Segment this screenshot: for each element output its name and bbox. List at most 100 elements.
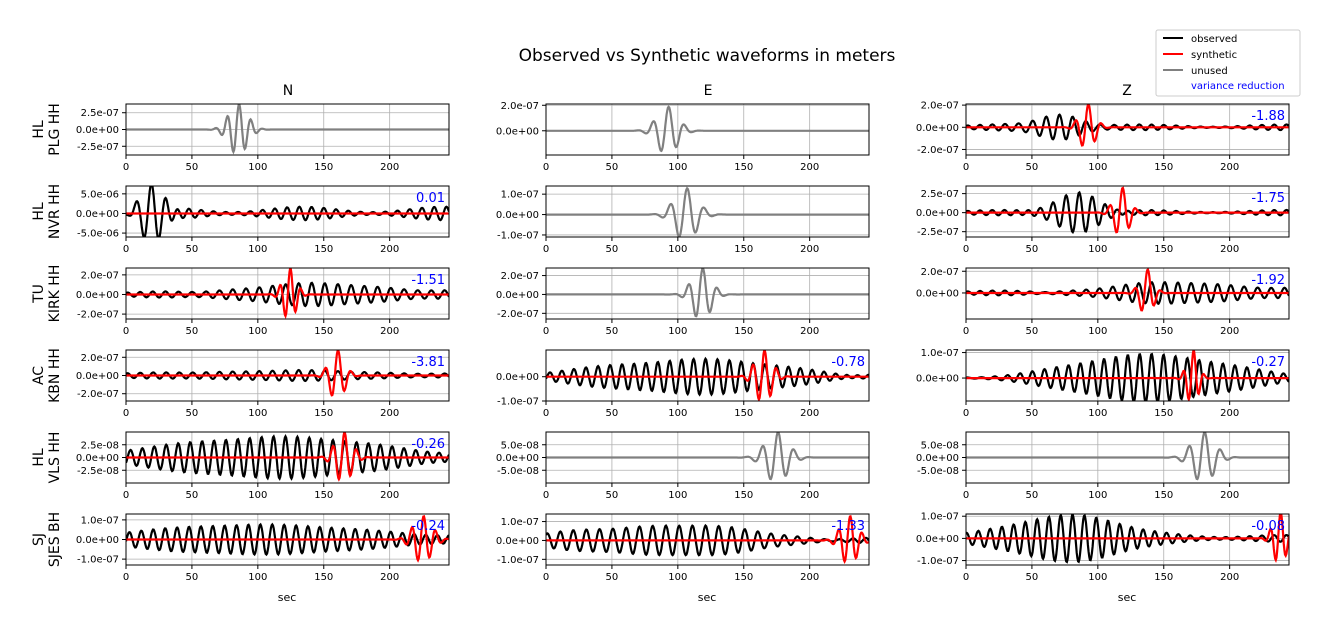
y-tick-label: 5.0e-06 <box>81 189 119 200</box>
unused-series <box>546 186 869 237</box>
x-tick-label: 50 <box>186 244 199 255</box>
y-tick-label: 2.5e-07 <box>81 108 119 119</box>
station-network-label: HL <box>31 448 47 467</box>
waveform-panel: 0 50 100 150 200 2.0e-07 0.0e+00 -2.0e-07 -3.81 <box>76 349 450 419</box>
y-tick-label: 0.0e+00 <box>76 371 119 382</box>
variance-reduction-value: -0.24 <box>411 519 445 534</box>
y-tick-label: 1.0e-07 <box>501 517 539 528</box>
waveform-panel: 0 50 100 150 200 1.0e-07 0.0e+00 -1.0e-07 -0.08 <box>916 512 1290 583</box>
observed-series <box>126 522 449 557</box>
x-tick-label: 200 <box>1220 244 1239 255</box>
x-tick-label: 150 <box>1154 326 1173 337</box>
synthetic-series <box>546 350 869 401</box>
x-tick-label: 50 <box>1026 326 1039 337</box>
panel-frame <box>545 267 870 320</box>
x-tick-label: 150 <box>734 162 753 173</box>
x-tick-label: 150 <box>1154 162 1173 173</box>
unused-series <box>546 105 869 153</box>
y-tick-label: 2.5e-08 <box>81 440 119 451</box>
y-tick-label: -5.0e-08 <box>917 466 959 477</box>
x-tick-label: 0 <box>123 326 129 337</box>
x-tick-label: 200 <box>1220 490 1239 501</box>
y-tick-label: 0.0e+00 <box>916 453 959 464</box>
x-tick-label: 0 <box>123 490 129 501</box>
waveform-panel: 0 50 100 150 200 2.5e-08 0.0e+00 -2.5e-08 -0.26 <box>76 431 450 501</box>
x-tick-label: 100 <box>1088 490 1107 501</box>
x-tick-label: 100 <box>668 408 687 419</box>
y-tick-label: 0.0e+00 <box>916 534 959 545</box>
y-tick-label: 0.0e+00 <box>76 453 119 464</box>
y-tick-label: 0.0e+00 <box>916 123 959 134</box>
observed-series <box>966 352 1289 401</box>
x-tick-label: 150 <box>1154 572 1173 583</box>
y-tick-label: -2.5e-08 <box>77 466 119 477</box>
station-code-label: PLG HH <box>47 103 63 156</box>
y-tick-label: 0.0e+00 <box>496 290 539 301</box>
figure-title: Observed vs Synthetic waveforms in meter… <box>519 46 896 66</box>
x-tick-label: 150 <box>314 162 333 173</box>
y-tick-label: 0.0e+00 <box>916 374 959 385</box>
x-tick-label: 50 <box>186 408 199 419</box>
y-tick-label: 2.0e-07 <box>921 101 959 112</box>
synthetic-series <box>966 104 1289 147</box>
panel-frame <box>545 185 870 238</box>
x-tick-label: 200 <box>1220 162 1239 173</box>
y-tick-label: 5.0e-08 <box>921 440 959 451</box>
variance-reduction-value: -0.78 <box>831 355 865 370</box>
station-network-label: AC <box>31 366 47 385</box>
x-tick-label: 200 <box>800 162 819 173</box>
y-tick-label: 0.0e+00 <box>496 453 539 464</box>
x-tick-label: 200 <box>800 244 819 255</box>
x-tick-label: 150 <box>314 244 333 255</box>
panel-frame <box>545 103 870 156</box>
x-tick-label: 200 <box>380 490 399 501</box>
station-network-label: HL <box>31 202 47 221</box>
y-tick-label: -2.0e-07 <box>917 145 959 156</box>
x-tick-label: 150 <box>314 326 333 337</box>
x-axis-label-n: sec <box>278 591 297 604</box>
y-tick-label: -5.0e-06 <box>77 229 119 240</box>
waveform-panel: 0 50 100 150 200 5.0e-08 0.0e+00 -5.0e-08 <box>916 431 1290 501</box>
waveform-panel: 0 50 100 150 200 2.0e-07 0.0e+00 <box>496 101 870 173</box>
y-tick-label: -5.0e-08 <box>497 466 539 477</box>
y-tick-label: -1.0e-07 <box>497 230 539 241</box>
panel-frame <box>965 267 1290 320</box>
variance-reduction-value: 0.01 <box>416 191 445 206</box>
column-title-z: Z <box>1122 83 1132 99</box>
x-tick-label: 100 <box>1088 326 1107 337</box>
station-network-label: SJ <box>31 533 47 546</box>
x-tick-label: 200 <box>380 326 399 337</box>
synthetic-series <box>966 268 1289 312</box>
panel-grid: HL PLG HH 0 50 100 150 200 2.5e-07 0.0e+00 -2.5e-… <box>31 101 1290 583</box>
x-tick-label: 50 <box>606 572 619 583</box>
y-tick-label: 1.0e-07 <box>81 515 119 526</box>
waveform-panel: 0 50 100 150 200 1.0e-07 0.0e+00 -0.27 <box>916 348 1290 419</box>
x-tick-label: 150 <box>734 244 753 255</box>
x-tick-label: 100 <box>248 572 267 583</box>
x-tick-label: 100 <box>248 490 267 501</box>
x-tick-label: 50 <box>606 326 619 337</box>
waveform-panel: 0 50 100 150 200 2.0e-07 0.0e+00 -2.0e-07 -1.88 <box>916 101 1290 173</box>
y-tick-label: 0.0e+00 <box>496 536 539 547</box>
x-tick-label: 150 <box>734 408 753 419</box>
legend: observed synthetic unused variance reduc… <box>1155 29 1301 97</box>
x-tick-label: 50 <box>186 162 199 173</box>
panel-frame <box>965 513 1290 566</box>
x-tick-label: 0 <box>543 326 549 337</box>
waveform-panel: 0 50 100 150 200 1.0e-07 0.0e+00 -1.0e-07 <box>496 185 870 255</box>
waveform-panel: 0 50 100 150 200 5.0e-06 0.0e+00 -5.0e-06 0.01 <box>76 185 450 255</box>
waveform-panel: 0 50 100 150 200 2.5e-07 0.0e+00 -2.5e-07 <box>76 103 450 173</box>
x-tick-label: 100 <box>248 408 267 419</box>
x-tick-label: 0 <box>963 490 969 501</box>
unused-series <box>126 104 449 155</box>
x-tick-label: 50 <box>606 162 619 173</box>
panel-frame <box>965 185 1290 238</box>
x-tick-label: 150 <box>314 572 333 583</box>
x-tick-label: 50 <box>186 572 199 583</box>
y-tick-label: -2.0e-07 <box>77 389 119 400</box>
panel-frame <box>965 349 1290 402</box>
x-tick-label: 200 <box>380 244 399 255</box>
legend-observed-label: observed <box>1191 34 1237 45</box>
x-tick-label: 200 <box>380 162 399 173</box>
x-tick-label: 200 <box>1220 408 1239 419</box>
